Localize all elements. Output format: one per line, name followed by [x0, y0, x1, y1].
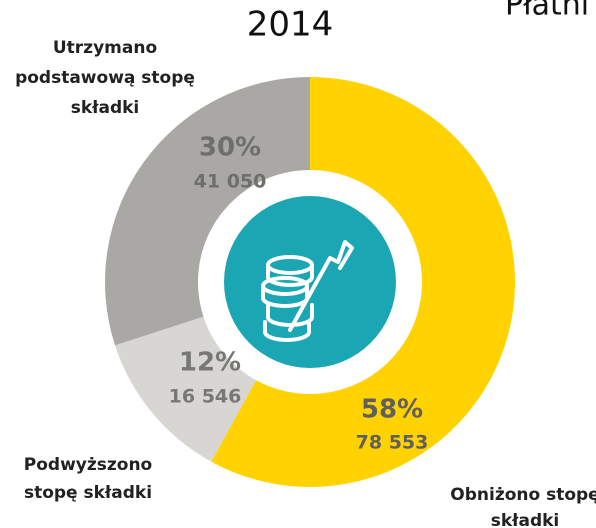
donut-segment: [104, 77, 310, 346]
category-label: składki: [71, 98, 140, 118]
value-label: 58%: [361, 395, 423, 425]
donut-segment: [115, 316, 257, 462]
annotation: Płatni: [505, 0, 589, 23]
center-icon: [224, 196, 396, 368]
donut-segment: [211, 77, 516, 487]
category-label: Podwyższono: [24, 455, 152, 475]
category-label: Obniżono stopę: [450, 485, 596, 505]
value-label: 30%: [199, 133, 261, 163]
category-label: składki: [491, 511, 560, 528]
count-label: 41 050: [194, 171, 267, 193]
count-label: 16 546: [169, 386, 242, 408]
chart-title: 2014: [247, 5, 334, 45]
category-label: Utrzymano: [53, 38, 157, 58]
category-label: stopę składki: [24, 483, 152, 503]
category-label: podstawową stopę: [15, 68, 195, 88]
value-label: 12%: [179, 348, 241, 378]
count-label: 78 553: [356, 432, 429, 454]
